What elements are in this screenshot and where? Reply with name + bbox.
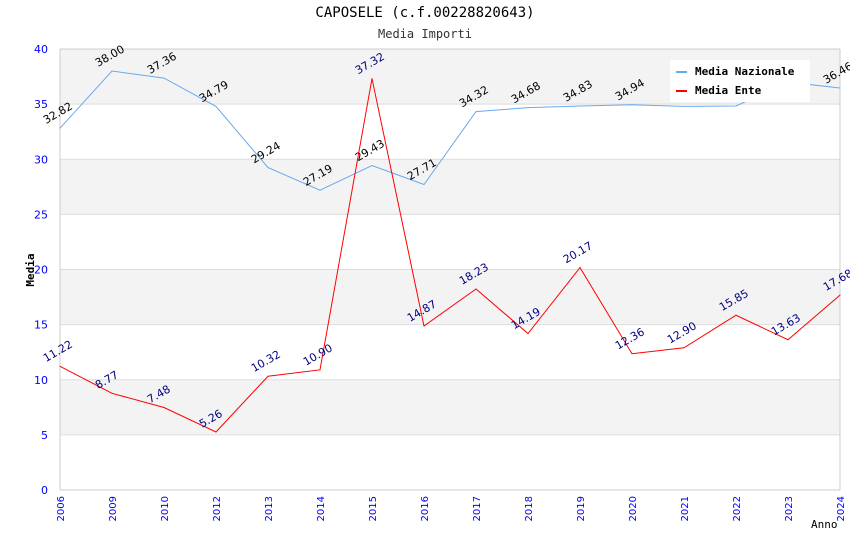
data-point bbox=[787, 339, 789, 341]
x-tick-label: 2023 bbox=[784, 496, 795, 521]
x-tick-label: 2006 bbox=[56, 496, 67, 521]
data-point bbox=[683, 347, 685, 349]
y-tick-label: 20 bbox=[34, 264, 48, 277]
data-point bbox=[475, 111, 477, 113]
data-point bbox=[683, 105, 685, 107]
y-axis-title: Media bbox=[24, 253, 37, 286]
x-tick-label: 2016 bbox=[420, 496, 431, 521]
data-point bbox=[423, 183, 425, 185]
series-line-ente bbox=[59, 78, 841, 433]
data-point bbox=[215, 431, 217, 433]
data-point bbox=[59, 127, 61, 129]
x-tick-label: 2015 bbox=[368, 496, 379, 521]
x-tick-label: 2022 bbox=[732, 496, 743, 521]
legend-item-nazionale: Media Nazionale bbox=[676, 65, 794, 78]
data-point bbox=[839, 294, 841, 296]
x-tick-label: 2009 bbox=[108, 496, 119, 521]
legend: Media Nazionale Media Ente bbox=[670, 60, 810, 102]
data-point bbox=[163, 407, 165, 409]
data-label: 10.90 bbox=[301, 341, 335, 368]
x-axis-title: Anno bbox=[811, 518, 838, 531]
data-point bbox=[527, 107, 529, 109]
x-tick-label: 2017 bbox=[472, 496, 483, 521]
y-tick-label: 35 bbox=[34, 98, 48, 111]
data-point bbox=[371, 78, 373, 80]
data-point bbox=[579, 267, 581, 269]
y-tick-label: 25 bbox=[34, 208, 48, 221]
data-point bbox=[735, 314, 737, 316]
data-point bbox=[319, 189, 321, 191]
grid-band bbox=[60, 159, 840, 215]
x-tick-label: 2018 bbox=[524, 496, 535, 521]
data-point bbox=[579, 105, 581, 107]
data-label: 20.17 bbox=[561, 239, 595, 266]
grid-band bbox=[60, 379, 840, 435]
data-point bbox=[631, 353, 633, 355]
x-tick-label: 2012 bbox=[212, 496, 223, 521]
legend-swatch bbox=[676, 70, 687, 73]
data-point bbox=[423, 325, 425, 327]
data-point bbox=[631, 104, 633, 106]
x-tick-label: 2014 bbox=[316, 496, 327, 521]
data-point bbox=[215, 105, 217, 107]
x-tick-label: 2020 bbox=[628, 496, 639, 521]
x-tick-label: 2024 bbox=[836, 496, 847, 521]
legend-swatch bbox=[676, 89, 687, 92]
data-point bbox=[267, 167, 269, 169]
legend-label: Media Ente bbox=[695, 84, 762, 97]
data-point bbox=[319, 369, 321, 371]
data-point bbox=[267, 375, 269, 377]
y-tick-label: 5 bbox=[41, 429, 48, 442]
x-tick-label: 2021 bbox=[680, 496, 691, 521]
data-point bbox=[59, 365, 61, 367]
data-label: 10.32 bbox=[249, 348, 283, 375]
y-tick-label: 10 bbox=[34, 374, 48, 387]
data-point bbox=[475, 288, 477, 290]
legend-item-ente: Media Ente bbox=[676, 84, 761, 97]
legend-label: Media Nazionale bbox=[695, 65, 795, 78]
series-line-nazionale bbox=[59, 70, 841, 191]
data-point bbox=[735, 105, 737, 107]
data-label: 11.22 bbox=[41, 338, 75, 365]
y-tick-label: 30 bbox=[34, 153, 48, 166]
x-tick-label: 2010 bbox=[160, 496, 171, 521]
data-point bbox=[111, 392, 113, 394]
y-tick-label: 40 bbox=[34, 43, 48, 56]
data-label: 12.36 bbox=[613, 325, 647, 352]
data-point bbox=[163, 77, 165, 79]
data-point bbox=[527, 333, 529, 335]
chart-subtitle: Media Importi bbox=[378, 27, 472, 41]
grid-band bbox=[60, 269, 840, 325]
data-point bbox=[111, 70, 113, 72]
x-tick-label: 2019 bbox=[576, 496, 587, 521]
y-tick-label: 15 bbox=[34, 319, 48, 332]
y-tick-label: 0 bbox=[41, 484, 48, 497]
x-tick-label: 2013 bbox=[264, 496, 275, 521]
data-point bbox=[371, 165, 373, 167]
data-point bbox=[839, 87, 841, 89]
chart-title: CAPOSELE (c.f.00228820643) bbox=[315, 5, 535, 21]
